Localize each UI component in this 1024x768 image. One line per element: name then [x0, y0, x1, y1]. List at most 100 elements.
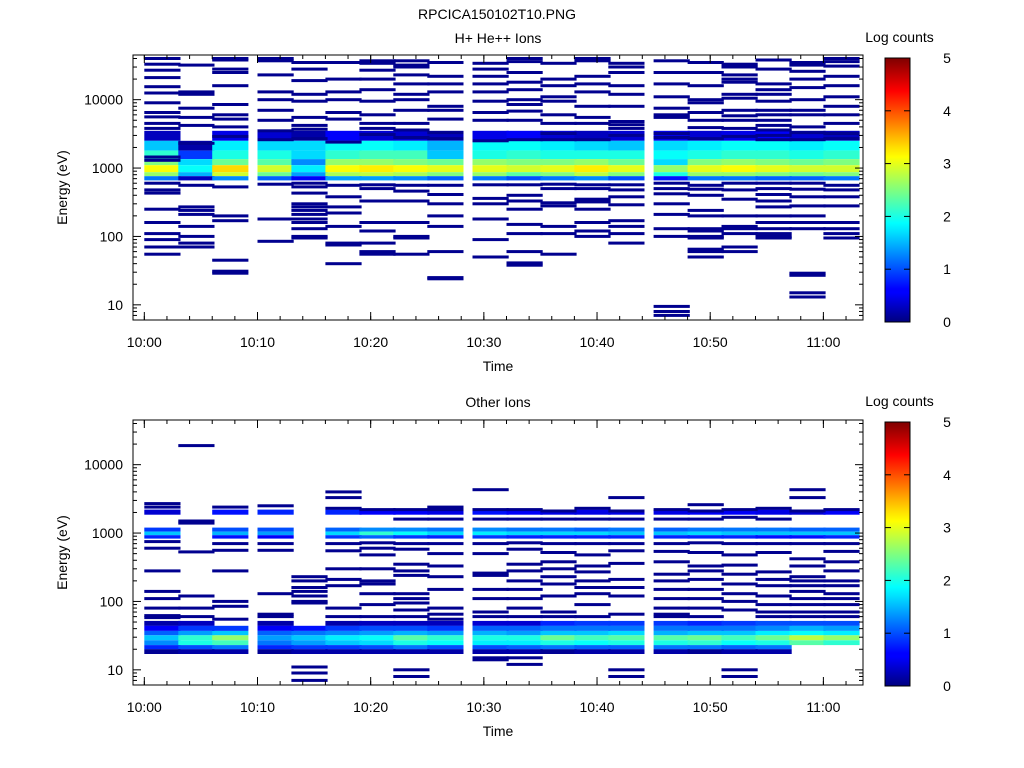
heatmap-cell [608, 527, 645, 532]
colorbar-tick-label: 3 [943, 156, 951, 172]
heatmap-cell [653, 531, 690, 536]
heatmap-cell [472, 255, 509, 259]
heatmap-cell [472, 573, 509, 577]
heatmap-cell [325, 111, 362, 114]
heatmap-cell [257, 509, 294, 515]
heatmap-cell [212, 134, 249, 138]
heatmap-cell [789, 291, 826, 295]
heatmap-cell [291, 127, 328, 131]
heatmap-cell [427, 631, 464, 636]
heatmap-cell [653, 132, 690, 135]
heatmap-cell [427, 74, 464, 78]
heatmap-cell [257, 635, 294, 641]
heatmap-cell [823, 95, 860, 99]
heatmap-cell [427, 587, 464, 591]
heatmap-cell [574, 140, 611, 151]
heatmap-cell [359, 159, 396, 166]
heatmap-cell [178, 444, 215, 448]
heatmap-cell [823, 569, 860, 573]
heatmap-cell [823, 140, 860, 151]
heatmap-cell [178, 165, 215, 173]
heatmap-cell [212, 548, 249, 552]
heatmap-cell [755, 635, 792, 641]
heatmap-cell [755, 625, 792, 631]
heatmap-cell [687, 631, 724, 636]
heatmap-cell [144, 121, 181, 125]
heatmap-cell [506, 527, 543, 532]
heatmap-cell [257, 90, 294, 94]
heatmap-cell [687, 247, 724, 251]
heatmap-cell [144, 614, 181, 618]
heatmap-cell [574, 570, 611, 574]
heatmap-cell [540, 172, 577, 177]
heatmap-cell [144, 191, 181, 195]
x-tick-label: 10:10 [240, 334, 275, 350]
heatmap-cell [144, 155, 181, 159]
heatmap-cell [144, 232, 181, 236]
heatmap-cell [823, 535, 860, 539]
x-tick-label: 10:40 [580, 334, 615, 350]
heatmap-cell [574, 603, 611, 607]
heatmap-cell [325, 224, 362, 228]
heatmap-cell [359, 546, 396, 550]
heatmap-cell [291, 202, 328, 206]
y-axis-label: Energy (eV) [54, 150, 70, 225]
heatmap-cell [823, 579, 860, 583]
heatmap-cell [687, 503, 724, 507]
heatmap-cell [755, 176, 792, 181]
heatmap-cell [574, 165, 611, 173]
heatmap-cell [506, 625, 543, 631]
heatmap-cell [472, 217, 509, 221]
heatmap-cell [506, 199, 543, 203]
heatmap-cell [359, 250, 396, 254]
heatmap-cell [540, 130, 577, 141]
heatmap-cell [144, 535, 181, 539]
heatmap-cell [291, 67, 328, 71]
heatmap-cell [574, 645, 611, 650]
heatmap-cell [789, 221, 826, 224]
heatmap-cell [687, 620, 724, 626]
heatmap-cell [789, 214, 826, 218]
heatmap-cell [212, 117, 249, 121]
heatmap-cell [653, 587, 690, 591]
heatmap-cell [178, 521, 215, 525]
heatmap-cell [789, 575, 826, 579]
heatmap-cell [144, 252, 181, 256]
heatmap-cell [359, 625, 396, 631]
heatmap-cell [721, 108, 758, 112]
heatmap-cell [212, 172, 249, 177]
heatmap-cell [755, 551, 792, 554]
heatmap-cell [144, 159, 181, 166]
heatmap-cell [823, 592, 860, 596]
heatmap-cell [291, 234, 328, 238]
heatmap-cell [653, 172, 690, 177]
heatmap-cell [144, 165, 181, 173]
heatmap-cell [608, 176, 645, 181]
heatmap-cell [823, 176, 860, 181]
heatmap-cell [359, 527, 396, 532]
heatmap-cell [608, 65, 645, 69]
heatmap-cell [574, 564, 611, 568]
heatmap-cell [393, 82, 430, 86]
heatmap-cell [393, 234, 430, 238]
heatmap-cell [687, 159, 724, 166]
heatmap-cell [393, 199, 430, 203]
heatmap-cell [789, 108, 826, 112]
heatmap-cell [574, 234, 611, 238]
heatmap-cell [506, 662, 543, 666]
heatmap-cell [506, 261, 543, 265]
heatmap-cell [359, 187, 396, 191]
heatmap-cell [653, 612, 690, 616]
heatmap-cell [687, 250, 724, 254]
heatmap-cell [506, 509, 543, 515]
heatmap-cell [212, 165, 249, 173]
heatmap-cell [721, 553, 758, 557]
heatmap-cell [687, 509, 724, 513]
heatmap-cell [472, 517, 509, 521]
heatmap-cell [653, 631, 690, 636]
heatmap-cell [653, 159, 690, 166]
heatmap-cell [540, 615, 577, 619]
heatmap-cell [755, 150, 792, 160]
heatmap-cell [144, 531, 181, 536]
heatmap-cell [574, 535, 611, 539]
